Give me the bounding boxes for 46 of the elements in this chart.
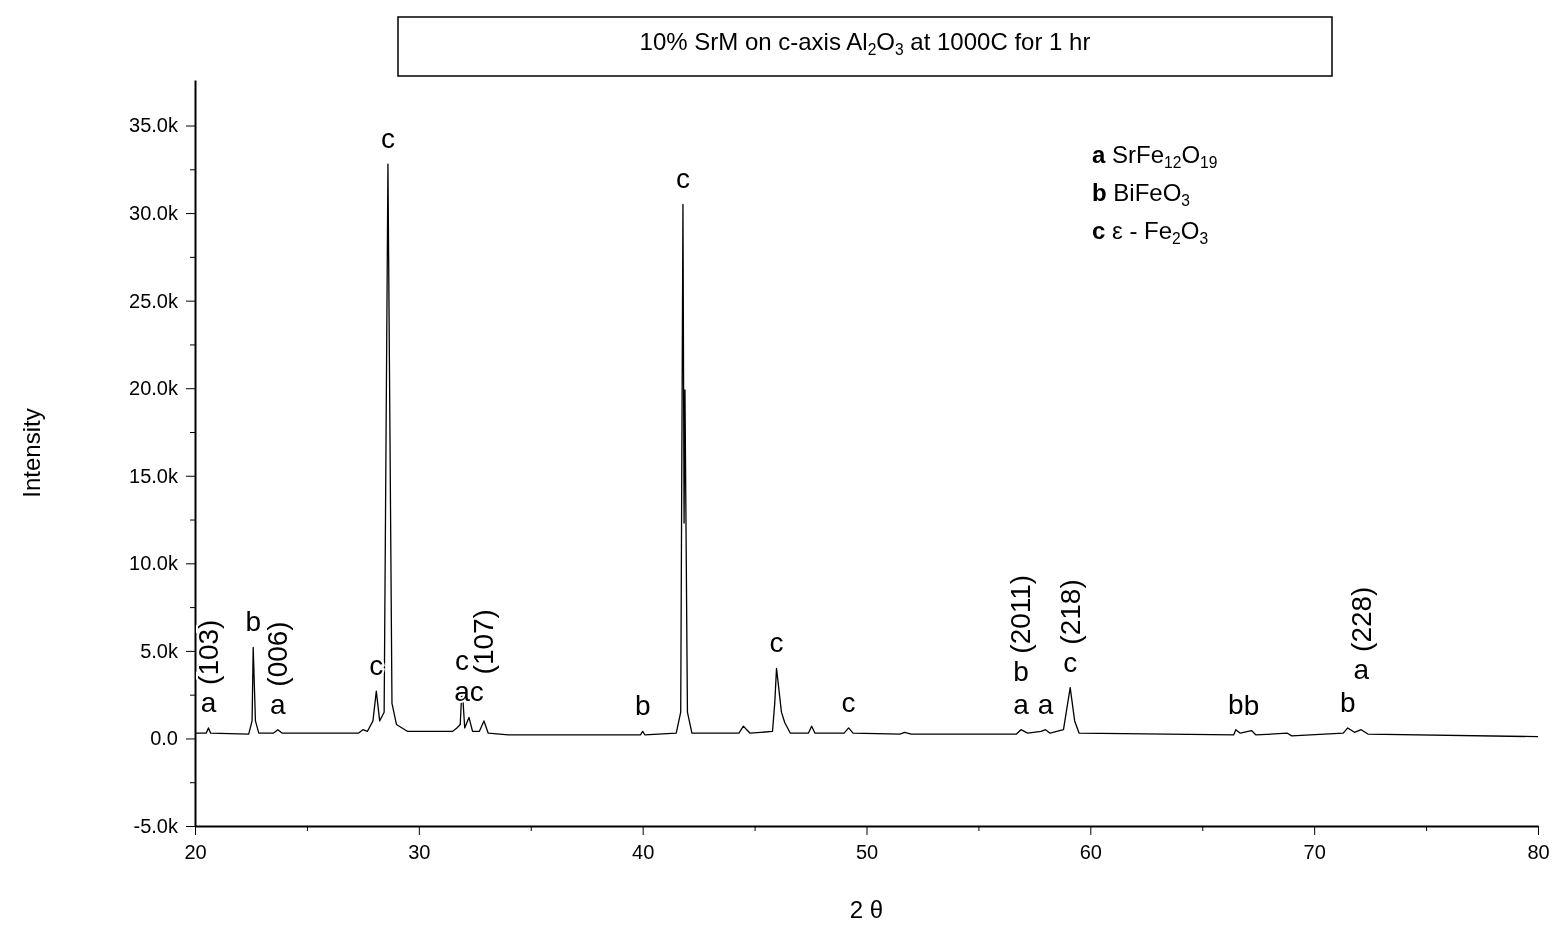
annotation: b bbox=[245, 606, 261, 638]
annotation: b bbox=[1013, 655, 1029, 687]
annotation: c bbox=[1063, 646, 1078, 678]
x-axis-title: 2 θ bbox=[849, 896, 884, 923]
annotation: (006) bbox=[262, 621, 294, 687]
y-tick-label: 15.0k bbox=[129, 464, 179, 487]
annotation: (107) bbox=[468, 609, 500, 675]
x-tick-label: 60 bbox=[1079, 841, 1102, 863]
x-tick-label: 70 bbox=[1303, 841, 1326, 863]
x-tick-label: 80 bbox=[1527, 841, 1550, 863]
annotation: c bbox=[841, 686, 856, 718]
annotation: c ε - Fe$_{2}$O$_{3}$ bbox=[1092, 217, 1209, 247]
annotation: a bbox=[1353, 653, 1370, 685]
y-tick-label: 10.0k bbox=[129, 552, 179, 575]
annotation: (218) bbox=[1054, 579, 1086, 645]
y-axis-title: Intensity bbox=[18, 408, 45, 498]
annotation: b BiFeO$_{3}$ bbox=[1092, 179, 1191, 209]
y-tick-label: 25.0k bbox=[129, 289, 179, 312]
y-tick-label: 5.0k bbox=[140, 639, 179, 662]
x-tick-label: 30 bbox=[408, 841, 431, 863]
y-tick-label: 0.0 bbox=[150, 727, 178, 750]
annotation: c bbox=[455, 644, 470, 676]
annotation: b bbox=[1243, 689, 1260, 721]
y-tick-label: -5.0k bbox=[133, 814, 179, 837]
y-tick-label: 30.0k bbox=[129, 201, 179, 224]
y-tick-label: 35.0k bbox=[129, 114, 179, 137]
annotation: c bbox=[769, 627, 784, 659]
annotation: b bbox=[634, 690, 651, 722]
annotation: (228) bbox=[1345, 586, 1377, 652]
annotation: c bbox=[380, 123, 395, 155]
annotation: c bbox=[675, 163, 690, 195]
annotation: (2011) bbox=[1005, 574, 1037, 654]
annotation: a bbox=[1037, 688, 1054, 720]
annotation: c bbox=[369, 650, 384, 682]
annotation: a bbox=[1013, 688, 1030, 720]
annotation: (103) bbox=[192, 619, 224, 685]
y-tick-label: 20.0k bbox=[129, 377, 179, 400]
x-tick-label: 40 bbox=[632, 841, 655, 863]
chart-title: 10% SrM on c-axis Al$_{2}$O$_{3}$ at 1000C for 1 hr bbox=[639, 28, 1091, 58]
annotation: b bbox=[1228, 688, 1244, 720]
x-tick-label: 20 bbox=[184, 841, 207, 863]
annotation: a SrFe$_{12}$O$_{19}$ bbox=[1092, 141, 1218, 171]
annotation: b bbox=[1339, 686, 1356, 718]
annotation: a bbox=[270, 688, 287, 720]
x-tick-label: 50 bbox=[855, 841, 879, 863]
annotation: a bbox=[200, 686, 217, 718]
